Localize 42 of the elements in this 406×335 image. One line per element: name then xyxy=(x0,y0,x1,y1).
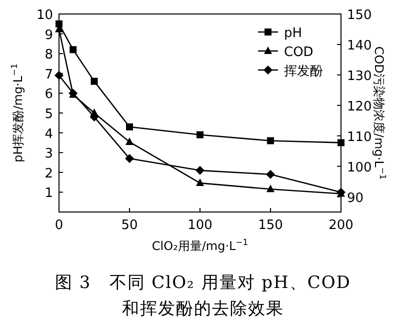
y2-tick-label: 90 xyxy=(347,190,364,206)
x-tick-label: 0 xyxy=(54,218,64,233)
point xyxy=(266,184,274,192)
y-tick-label: 5 xyxy=(44,107,53,122)
x-tick-label: 100 xyxy=(188,218,212,233)
legend-label: pH xyxy=(284,26,302,41)
point xyxy=(196,131,204,138)
point xyxy=(267,137,274,144)
legend-label: COD xyxy=(284,45,314,60)
point xyxy=(125,154,134,164)
y-tick-label: 1 xyxy=(44,186,53,202)
text: 图 3 不同 ClO₂ 用量对 pH、COD 和挥发酚的去除效果 xyxy=(54,272,352,321)
point xyxy=(70,46,77,54)
y2-tick-label: 150 xyxy=(347,8,372,23)
point xyxy=(90,108,98,116)
x-tick-label: 50 xyxy=(121,218,138,233)
y-tick-label: 7 xyxy=(44,67,53,82)
y-tick-label: 2 xyxy=(44,166,53,182)
y-tick-label: 9 xyxy=(44,28,53,43)
x-tick-label: 150 xyxy=(258,218,283,233)
point xyxy=(126,123,133,130)
x-axis-title: ClO₂用量/mg·L$^{−1}$ xyxy=(152,237,248,253)
y2-tick-label: 110 xyxy=(347,130,372,145)
y2-tick-label: 140 xyxy=(347,38,372,54)
point xyxy=(196,178,204,186)
point xyxy=(196,166,204,175)
y2-tick-label: 100 xyxy=(347,160,372,176)
y-tick-label: 6 xyxy=(44,87,53,102)
y-tick-label: 10 xyxy=(36,8,53,23)
point xyxy=(90,78,98,85)
y2-tick-label: 130 xyxy=(347,68,372,84)
x-tick-label: 200 xyxy=(328,218,354,233)
point xyxy=(56,20,62,28)
y2-tick-label: 120 xyxy=(347,99,372,114)
y-tick-label: 8 xyxy=(44,48,53,63)
point xyxy=(338,139,344,146)
legend-label: 挥发酚 xyxy=(284,64,323,79)
point xyxy=(266,170,275,179)
y-tick-label: 4 xyxy=(44,126,53,142)
y-tick-label: 3 xyxy=(44,146,53,162)
point xyxy=(126,137,134,145)
point xyxy=(54,70,64,80)
